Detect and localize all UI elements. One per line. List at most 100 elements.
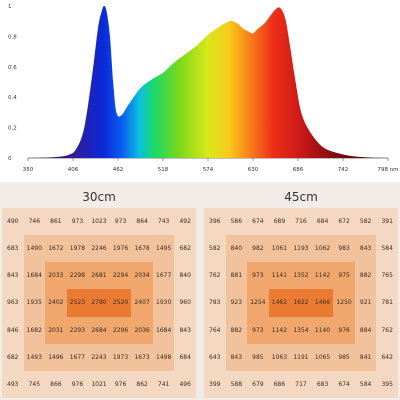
ppfd-cell: 2036 [131,316,153,344]
ppfd-cell: 1677 [152,262,175,290]
ppfd-cell: 882 [225,316,248,344]
ppfd-cell: 843 [2,262,24,290]
ppfd-cell: 983 [333,235,355,263]
ppfd-cell: 975 [333,262,355,290]
ppfd-cell: 882 [354,262,377,290]
ppfd-cell: 1141 [268,262,291,290]
ppfd-cell: 762 [376,316,398,344]
ppfd-cell: 588 [225,370,248,398]
ppfd-cell: 1672 [45,235,67,263]
ppfd-cell: 1062 [311,235,334,263]
ppfd-cell: 682 [2,343,24,371]
ppfd-cell: 689 [268,208,291,236]
ppfd-cell: 973 [247,262,269,290]
ppfd-cell: 1490 [23,235,46,263]
ppfd-cell: 1673 [131,343,153,371]
ppfd-cell: 2523 [66,289,89,317]
x-tick-label: 350 [23,167,34,173]
ppfd-cell: 686 [268,370,291,398]
ppfd-cell: 1493 [23,343,46,371]
ppfd-cell: 976 [109,370,132,398]
ppfd-cell: 679 [247,370,269,398]
ppfd-cell: 2407 [131,289,153,317]
ppfd-cell: 843 [174,316,196,344]
ppfd-cell: 1140 [311,316,334,344]
ppfd-cell: 2402 [45,289,67,317]
x-tick-label: 462 [113,167,124,173]
ppfd-cell: 1930 [152,289,175,317]
ppfd-cell: 2294 [109,262,132,290]
ppfd-cell: 982 [247,235,269,263]
ppfd-cell: 2780 [88,289,110,317]
irradiance-panels: 30cm 45cm 490 746 861 973 1023 973 864 743 492 68… [0,182,400,400]
ppfd-cell: 840 [225,235,248,263]
spectrum-chart: 350 406 462 518 574 630 686 742 798 nm 0 0.2 0.4 0.6… [8,4,399,173]
ppfd-cell: 2031 [45,316,67,344]
ppfd-cell: 866 [45,370,67,398]
x-tick-label: 518 [158,167,169,173]
ppfd-cell: 2033 [45,262,67,290]
ppfd-grid-30cm: 490 746 861 973 1023 973 864 743 492 683 1490 1672 1… [2,208,196,398]
ppfd-cell: 1677 [66,343,89,371]
ppfd-cell: 762 [204,262,226,290]
ppfd-cell: 861 [45,208,67,236]
ppfd-cell: 391 [376,208,398,236]
ppfd-cell: 976 [66,370,89,398]
x-tick-label: 406 [68,167,79,173]
ppfd-cell: 2298 [66,262,89,290]
y-tick-label: 0.6 [8,65,17,71]
ppfd-cell: 841 [354,343,377,371]
ppfd-cell: 682 [174,235,196,263]
spectrum-curve [28,5,382,159]
ppfd-cell: 2296 [109,316,132,344]
ppfd-cell: 973 [66,208,89,236]
ppfd-cell: 496 [174,370,196,398]
grid-title-45cm: 45cm [284,190,318,204]
ppfd-cell: 1352 [290,262,312,290]
ppfd-cell: 683 [2,235,24,263]
ppfd-cell: 1973 [109,343,132,371]
ppfd-cell: 717 [290,370,312,398]
ppfd-cell: 745 [23,370,46,398]
ppfd-cell: 1142 [268,316,291,344]
y-tick-label: 0.2 [8,126,17,132]
ppfd-cell: 642 [376,343,398,371]
y-tick-label: 0.8 [8,34,17,40]
ppfd-cell: 399 [204,370,226,398]
ppfd-cell: 2684 [88,316,110,344]
ppfd-cell: 586 [225,208,248,236]
ppfd-cell: 976 [333,316,355,344]
ppfd-cell: 1496 [45,343,67,371]
ppfd-cell: 2034 [131,262,153,290]
ppfd-cell: 1354 [290,316,312,344]
ppfd-cell: 643 [204,343,226,371]
ppfd-cell: 1061 [268,235,291,263]
ppfd-cell: 985 [247,343,269,371]
ppfd-grid-45cm: 396 586 674 689 716 684 672 582 391 582 840 982 1061… [204,208,398,398]
ppfd-cell: 1684 [23,262,46,290]
ppfd-cell: 921 [354,289,377,317]
ppfd-cell: 840 [174,262,196,290]
ppfd-cell: 2293 [66,316,89,344]
ppfd-cell: 492 [174,208,196,236]
x-tick-label: 574 [203,167,214,173]
ppfd-cell: 1191 [290,343,312,371]
ppfd-cell: 746 [23,208,46,236]
ppfd-cell: 2243 [88,343,110,371]
ppfd-cell: 2246 [88,235,110,263]
ppfd-cell: 1142 [311,262,334,290]
ppfd-cell: 1065 [311,343,334,371]
ppfd-cell: 2681 [88,262,110,290]
y-tick-label: 0 [8,156,12,162]
ppfd-cell: 843 [354,235,377,263]
ppfd-cell: 985 [333,343,355,371]
ppfd-cell: 765 [376,262,398,290]
ppfd-cell: 1684 [152,316,175,344]
ppfd-cell: 764 [204,316,226,344]
ppfd-cell: 1976 [109,235,132,263]
ppfd-cell: 923 [225,289,248,317]
ppfd-cell: 395 [376,370,398,398]
ppfd-cell: 582 [354,208,377,236]
x-tick-label: 686 [293,167,304,173]
x-tick-label: 742 [338,167,349,173]
